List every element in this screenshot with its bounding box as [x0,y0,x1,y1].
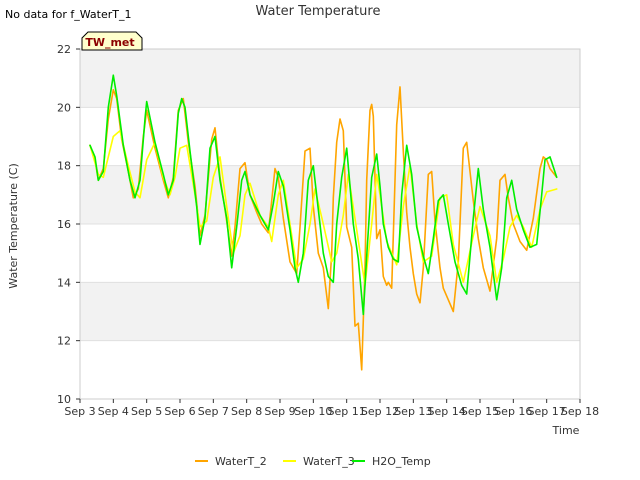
x-tick-label: Sep 8 [231,405,262,418]
x-tick-label: Sep 3 [64,405,95,418]
x-tick-label: Sep 4 [98,405,129,418]
x-tick-label: Sep 12 [361,405,399,418]
x-tick-label: Sep 7 [198,405,229,418]
y-tick-label: 20 [57,101,71,114]
legend-label: WaterT_2 [215,455,267,468]
series-lines [89,74,558,371]
x-tick-label: Sep 16 [494,405,532,418]
x-tick-label: Sep 15 [461,405,499,418]
no-data-note: No data for f_WaterT_1 [5,8,132,21]
legend-label: WaterT_3 [303,455,355,468]
chart-title: Water Temperature [256,4,381,19]
x-tick-label: Sep 14 [428,405,466,418]
x-tick-label: Sep 13 [394,405,432,418]
y-axis-label: Water Temperature (C) [7,163,20,288]
series-line-h2o-temp [89,74,558,316]
grid-band [80,49,580,108]
legend: WaterT_2 WaterT_3 H2O_Temp [195,455,431,468]
plot-background-bands [80,48,580,400]
site-badge: TW_met [81,31,143,51]
site-badge-shape [81,31,143,51]
y-axis: 10 12 14 16 18 20 22 [57,43,80,406]
grid-band [80,107,580,166]
site-badge-label: TW_met [85,36,134,49]
legend-item-watert-2: WaterT_2 [195,455,267,468]
legend-item-h2o-temp: H2O_Temp [352,455,431,468]
y-tick-label: 12 [57,335,71,348]
legend-item-watert-3: WaterT_3 [283,455,355,468]
legend-label: H2O_Temp [372,455,431,468]
y-tick-label: 18 [57,160,71,173]
x-tick-label: Sep 9 [264,405,295,418]
y-tick-label: 22 [57,43,71,56]
x-tick-label: Sep 6 [164,405,195,418]
x-tick-label: Sep 11 [328,405,366,418]
y-tick-label: 14 [57,276,71,289]
x-axis-label: Time [552,424,580,437]
y-tick-label: 10 [57,393,71,406]
x-tick-label: Sep 17 [528,405,566,418]
x-tick-label: Sep 10 [294,405,332,418]
y-tick-label: 16 [57,218,71,231]
x-tick-label: Sep 18 [561,405,599,418]
x-tick-label: Sep 5 [131,405,162,418]
grid-band [80,340,580,399]
